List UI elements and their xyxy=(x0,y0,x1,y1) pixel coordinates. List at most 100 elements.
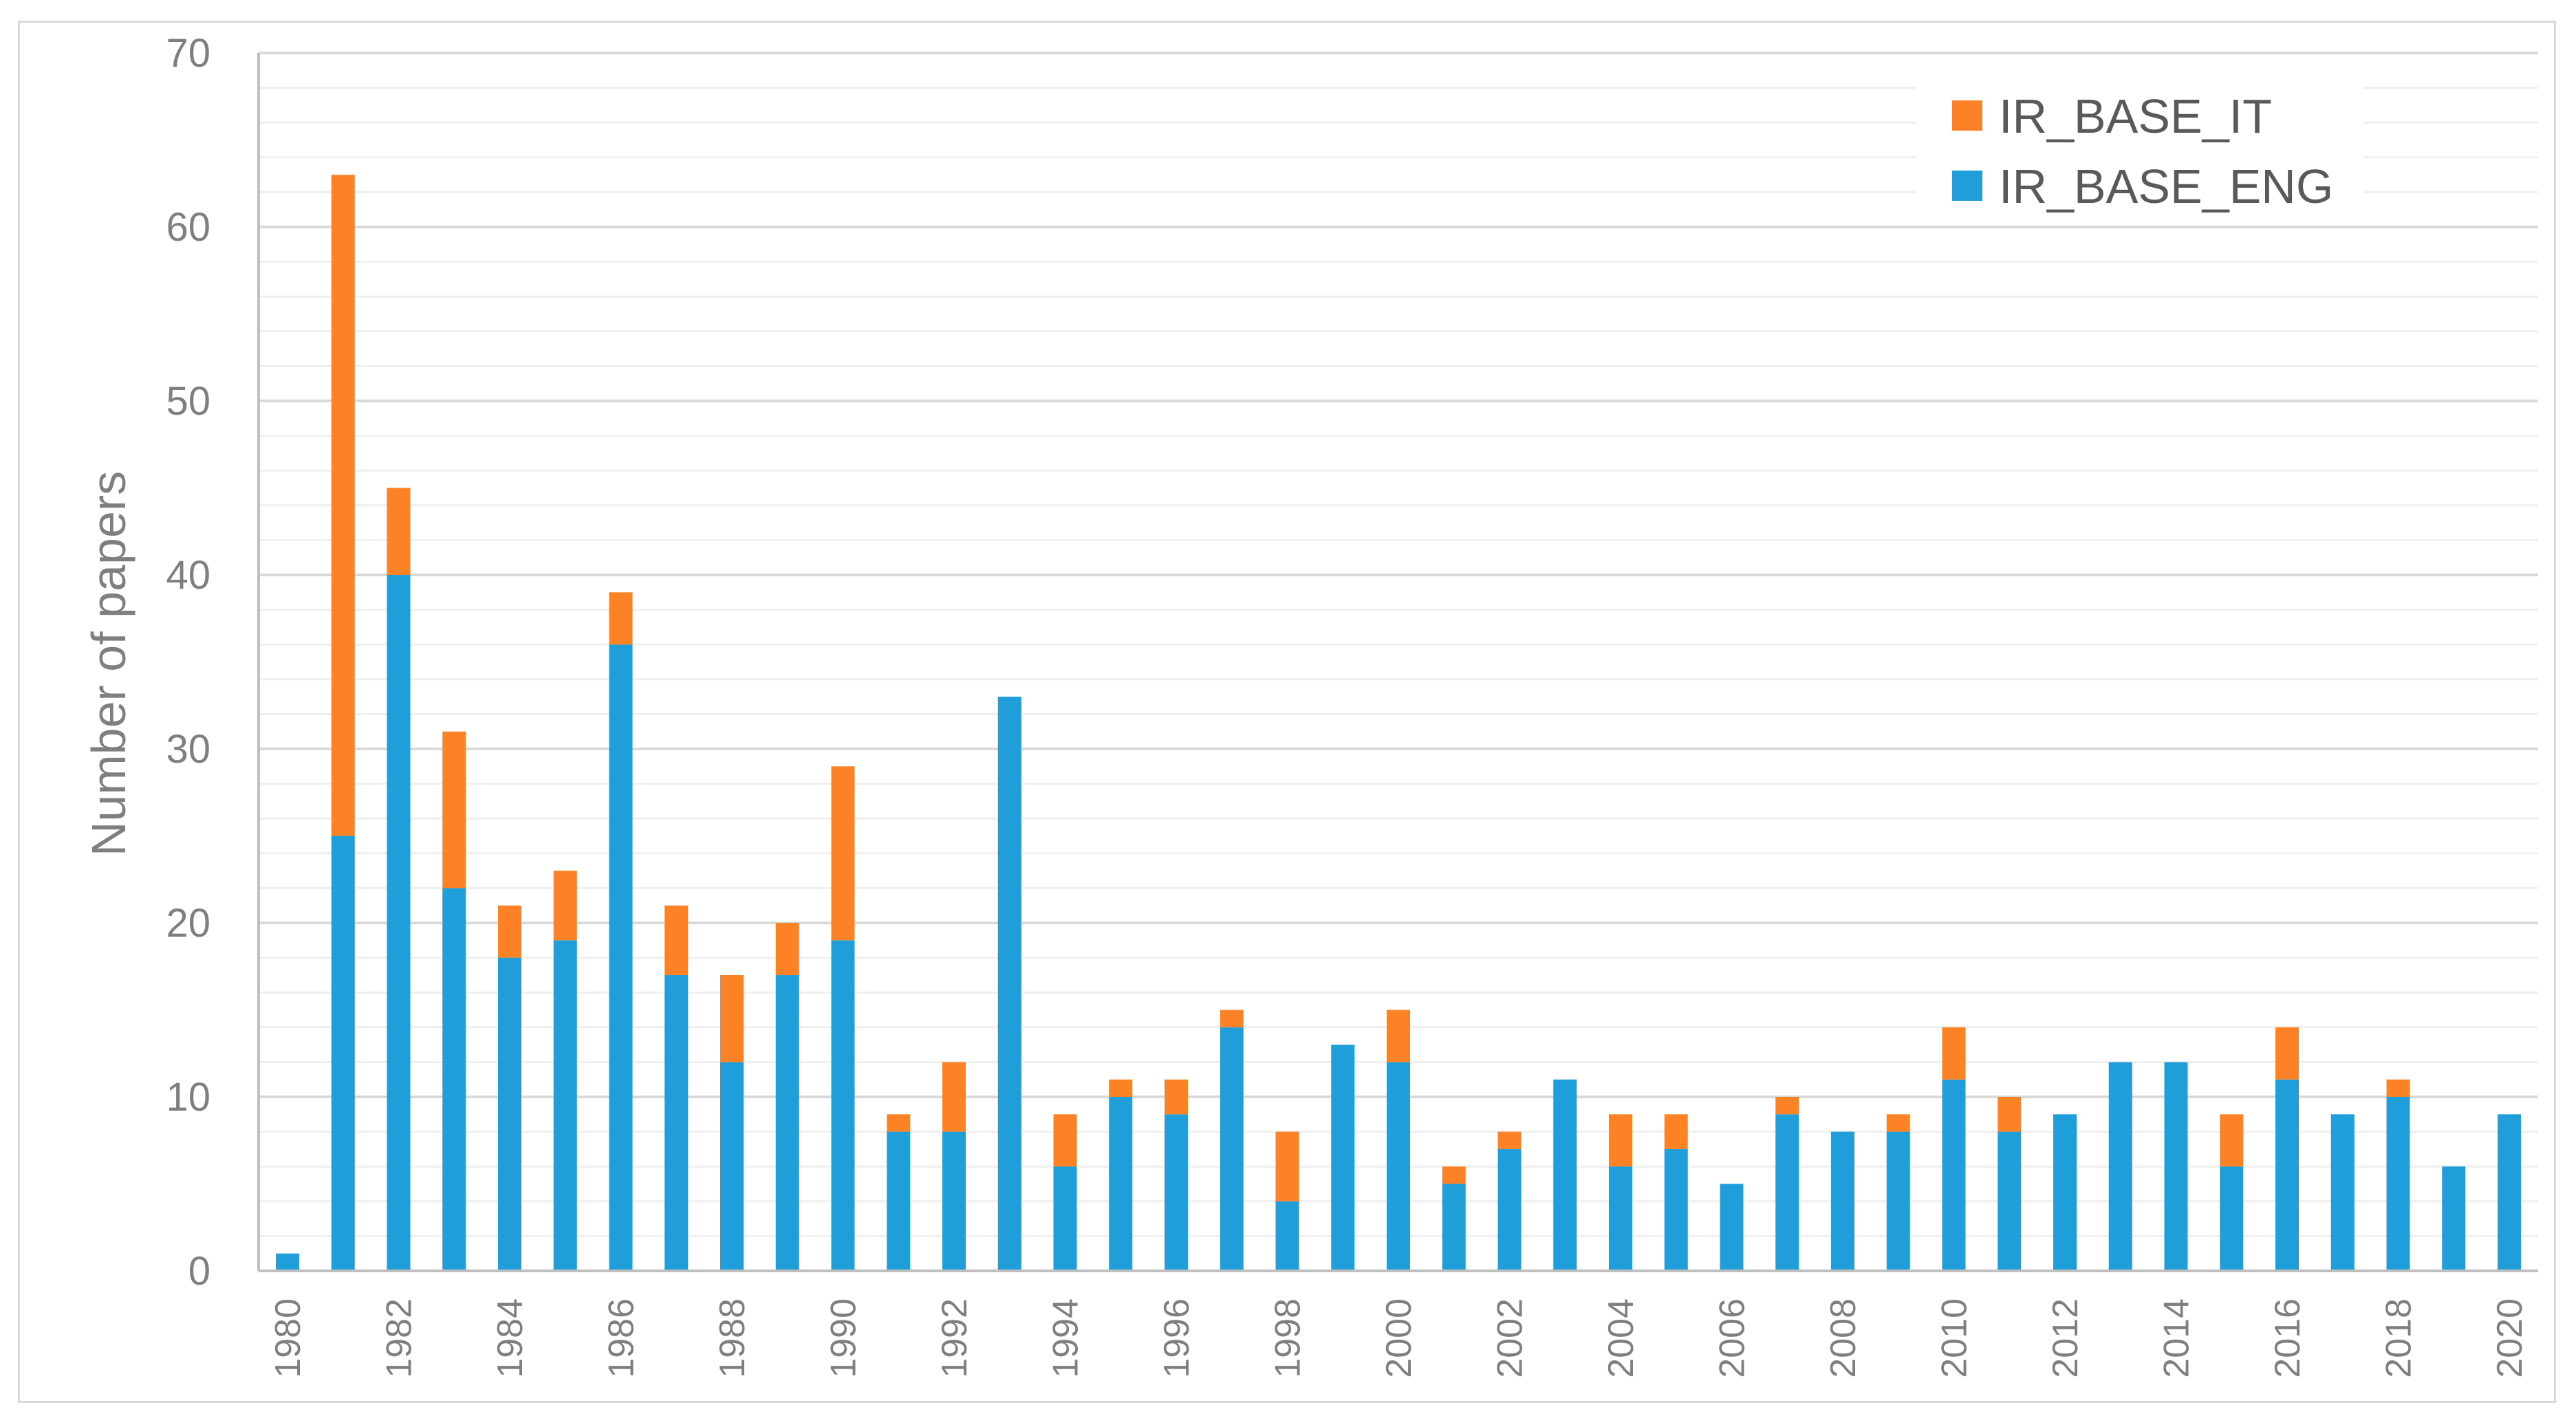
bar-ir-base-it-1986 xyxy=(609,592,633,645)
bar-ir-base-eng-1990 xyxy=(831,940,855,1271)
bar-ir-base-it-2009 xyxy=(1886,1114,1910,1132)
bar-ir-base-it-1991 xyxy=(887,1114,911,1132)
bar-ir-base-eng-1981 xyxy=(331,836,355,1271)
bar-ir-base-it-1981 xyxy=(331,175,355,836)
bar-ir-base-eng-2011 xyxy=(1998,1131,2022,1271)
axes xyxy=(257,53,2538,1272)
bar-ir-base-eng-2009 xyxy=(1886,1131,1910,1271)
bar-ir-base-it-2016 xyxy=(2275,1027,2299,1080)
y-tick-label: 20 xyxy=(166,901,210,946)
x-tick-label: 1992 xyxy=(935,1298,975,1378)
bar-ir-base-eng-2000 xyxy=(1387,1062,1410,1271)
bar-ir-base-eng-1983 xyxy=(442,888,466,1271)
bar-ir-base-it-1996 xyxy=(1165,1079,1188,1115)
bar-ir-base-eng-1987 xyxy=(664,974,689,1271)
y-tick-label: 70 xyxy=(166,31,210,76)
bar-ir-base-it-2007 xyxy=(1775,1097,1799,1115)
bar-ir-base-eng-1992 xyxy=(942,1131,966,1271)
x-tick-label: 2014 xyxy=(2157,1298,2197,1378)
bars xyxy=(276,175,2521,1271)
bar-ir-base-it-1994 xyxy=(1053,1114,1077,1167)
bar-ir-base-it-2000 xyxy=(1387,1010,1410,1063)
x-tick-label: 2016 xyxy=(2268,1298,2308,1378)
bar-ir-base-it-1983 xyxy=(442,731,466,889)
bar-ir-base-eng-1985 xyxy=(553,940,577,1271)
x-tick-label: 2012 xyxy=(2046,1298,2086,1378)
bar-ir-base-eng-1998 xyxy=(1275,1201,1299,1271)
x-tick-label: 1988 xyxy=(713,1298,753,1378)
bar-ir-base-eng-2004 xyxy=(1609,1166,1632,1271)
bar-ir-base-it-1995 xyxy=(1109,1079,1133,1097)
bar-ir-base-eng-1982 xyxy=(387,575,411,1271)
x-tick-label: 1980 xyxy=(268,1298,308,1378)
x-tick-label: 2010 xyxy=(1935,1298,1975,1378)
bar-ir-base-it-1997 xyxy=(1220,1010,1244,1027)
bar-ir-base-eng-1989 xyxy=(775,974,799,1271)
bar-ir-base-eng-1991 xyxy=(887,1131,911,1271)
bar-ir-base-eng-2020 xyxy=(2498,1114,2521,1271)
bar-ir-base-eng-1984 xyxy=(498,957,521,1271)
bar-ir-base-eng-1996 xyxy=(1165,1114,1188,1271)
bar-ir-base-it-1989 xyxy=(775,923,799,975)
bar-ir-base-eng-1995 xyxy=(1109,1097,1133,1271)
legend: IR_BASE_IT IR_BASE_ENG xyxy=(1916,77,2363,213)
bar-ir-base-it-1982 xyxy=(387,488,411,575)
bar-ir-base-it-1987 xyxy=(664,905,689,975)
bar-ir-base-eng-2001 xyxy=(1442,1184,1466,1271)
bar-ir-base-eng-2005 xyxy=(1664,1148,1688,1271)
x-tick-label: 1998 xyxy=(1268,1298,1308,1378)
legend-swatch-ir-base-it xyxy=(1952,100,1982,131)
y-tick-label: 0 xyxy=(188,1249,210,1294)
bar-ir-base-it-1984 xyxy=(498,905,521,958)
y-axis-title: Number of papers xyxy=(82,471,136,856)
x-tick-label: 1996 xyxy=(1157,1298,1197,1378)
bar-ir-base-eng-1997 xyxy=(1220,1027,1244,1271)
x-tick-label: 2000 xyxy=(1379,1298,1419,1378)
bar-ir-base-eng-2006 xyxy=(1720,1184,1744,1271)
bar-ir-base-eng-2007 xyxy=(1775,1114,1799,1271)
bar-ir-base-eng-2015 xyxy=(2220,1166,2244,1271)
bar-ir-base-eng-2012 xyxy=(2053,1114,2077,1271)
x-tick-label: 2020 xyxy=(2490,1298,2530,1378)
bar-ir-base-eng-2003 xyxy=(1553,1079,1577,1271)
bar-ir-base-it-2011 xyxy=(1998,1097,2022,1132)
y-tick-label: 40 xyxy=(166,553,210,598)
y-tick-label: 10 xyxy=(166,1075,210,1120)
x-tick-label: 2002 xyxy=(1491,1298,1530,1378)
bar-ir-base-it-2002 xyxy=(1497,1131,1522,1149)
bar-ir-base-it-1985 xyxy=(553,871,577,941)
bar-ir-base-eng-1980 xyxy=(276,1253,299,1271)
y-tick-label: 60 xyxy=(166,205,210,250)
bar-ir-base-eng-2019 xyxy=(2442,1166,2466,1271)
bar-ir-base-it-2015 xyxy=(2220,1114,2244,1167)
x-tick-label: 1982 xyxy=(380,1298,420,1378)
bar-ir-base-eng-1988 xyxy=(720,1062,744,1271)
bar-ir-base-eng-2002 xyxy=(1497,1148,1522,1271)
x-tick-label: 2008 xyxy=(1823,1298,1863,1378)
bar-ir-base-it-2005 xyxy=(1664,1114,1688,1149)
bar-ir-base-eng-1999 xyxy=(1331,1045,1355,1271)
major-gridlines xyxy=(259,52,2538,1098)
x-tick-labels: 1980 1982 1984 1986 1988 1990 1992 1994 1996 1998… xyxy=(268,1298,2530,1378)
legend-label-ir-base-eng: IR_BASE_ENG xyxy=(1999,160,2333,213)
bar-ir-base-it-1998 xyxy=(1275,1131,1299,1201)
x-tick-label: 1994 xyxy=(1046,1298,1086,1378)
bar-ir-base-eng-2008 xyxy=(1831,1131,1854,1271)
bar-ir-base-eng-2017 xyxy=(2330,1114,2355,1271)
bar-ir-base-it-2018 xyxy=(2386,1079,2410,1097)
x-tick-label: 1986 xyxy=(602,1298,642,1378)
x-tick-label: 2006 xyxy=(1713,1298,1753,1378)
y-tick-labels: 0 10 20 30 40 50 60 70 xyxy=(166,31,210,1294)
bar-ir-base-eng-2014 xyxy=(2164,1062,2188,1271)
bar-ir-base-eng-2016 xyxy=(2275,1079,2299,1271)
bar-ir-base-eng-1993 xyxy=(997,697,1021,1271)
minor-gridlines xyxy=(259,87,2538,1237)
y-tick-label: 30 xyxy=(166,727,210,772)
y-tick-label: 50 xyxy=(166,379,210,424)
bar-ir-base-it-2004 xyxy=(1609,1114,1632,1167)
bar-ir-base-it-2010 xyxy=(1942,1027,1966,1080)
legend-swatch-ir-base-eng xyxy=(1952,171,1982,201)
bar-ir-base-it-1990 xyxy=(831,766,855,941)
bar-ir-base-eng-2010 xyxy=(1942,1079,1966,1271)
